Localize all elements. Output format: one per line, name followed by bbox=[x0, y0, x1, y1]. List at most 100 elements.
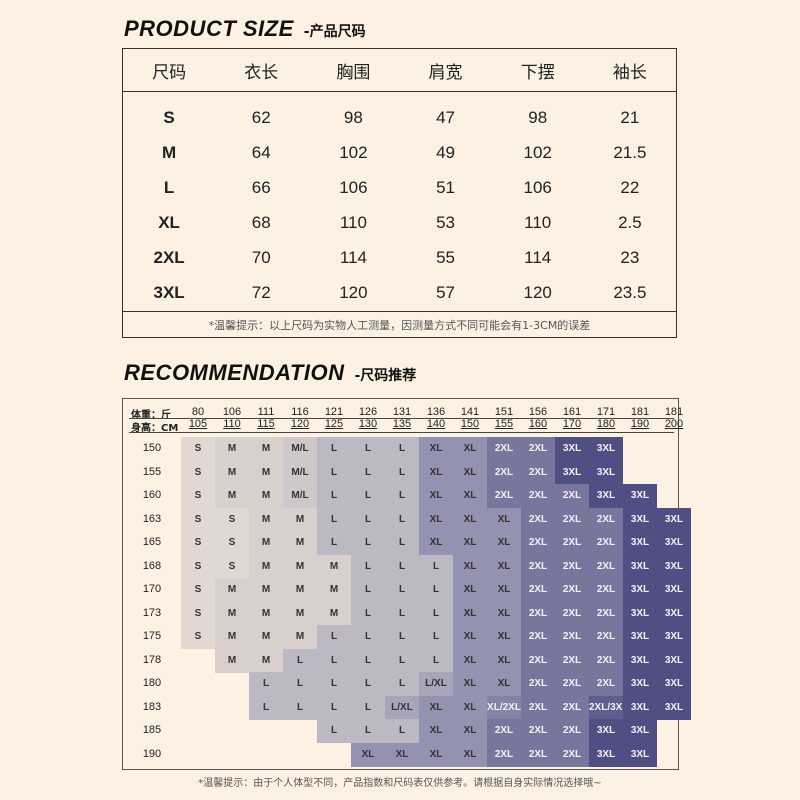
size-recommendation-cell: M bbox=[215, 437, 249, 461]
size-value: 98 bbox=[528, 107, 548, 127]
weight-min: 141 bbox=[460, 406, 480, 418]
size-recommendation-cell: M bbox=[249, 578, 283, 602]
size-recommendation-cell: 2XL bbox=[555, 531, 589, 555]
size-recommendation-cell: L bbox=[317, 648, 351, 673]
size-recommendation-cell: L bbox=[419, 554, 453, 579]
size-recommendation-cell: 2XL bbox=[521, 601, 555, 626]
size-label: S bbox=[163, 107, 175, 127]
weight-min: 136 bbox=[426, 406, 446, 418]
weight-range-header: 151 155 bbox=[487, 406, 521, 430]
size-recommendation-cell: 3XL bbox=[623, 578, 657, 602]
size-recommendation-cell: L bbox=[317, 695, 351, 720]
size-recommendation-cell: 2XL bbox=[521, 719, 555, 743]
size-recommendation-cell: M bbox=[249, 554, 283, 579]
size-recommendation-cell: 2XL bbox=[589, 648, 623, 673]
size-col-header: 尺码 bbox=[123, 49, 216, 92]
size-recommendation-cell: 2XL bbox=[521, 695, 555, 720]
size-recommendation-cell: 2XL bbox=[487, 719, 521, 743]
size-recommendation-cell: 3XL bbox=[657, 578, 691, 602]
weight-range-header: 156 160 bbox=[521, 406, 555, 430]
weight-min: 121 bbox=[324, 406, 344, 418]
size-recommendation-cell: M bbox=[249, 648, 283, 673]
weight-min: 171 bbox=[596, 406, 616, 418]
size-recommendation-cell: L bbox=[385, 578, 419, 602]
size-recommendation-cell: L bbox=[385, 648, 419, 673]
size-value: 23 bbox=[620, 247, 640, 267]
weight-min: 106 bbox=[222, 406, 242, 418]
header-divider bbox=[129, 418, 674, 419]
size-recommendation-cell: XL bbox=[453, 742, 487, 767]
size-recommendation-cell: L bbox=[317, 672, 351, 696]
size-recommendation-cell: L bbox=[283, 648, 317, 673]
size-value: 110 bbox=[339, 212, 367, 232]
size-recommendation-cell: M bbox=[249, 484, 283, 508]
size-row: M 64 102 49 102 21.5 bbox=[123, 135, 676, 170]
height-label-cell: 185 bbox=[142, 724, 162, 736]
size-recommendation-cell: 3XL bbox=[555, 437, 589, 461]
size-recommendation-cell: 3XL bbox=[623, 484, 657, 508]
weight-max: 155 bbox=[494, 418, 514, 430]
size-col-header: 袖长 bbox=[583, 49, 676, 92]
size-recommendation-cell: M bbox=[215, 578, 249, 602]
weight-max: 115 bbox=[257, 418, 275, 430]
height-label-cell: 183 bbox=[142, 700, 162, 713]
size-recommendation-cell: S bbox=[215, 507, 249, 532]
size-recommendation-cell: S bbox=[181, 625, 215, 649]
weight-min: 181 bbox=[664, 406, 684, 418]
size-recommendation-cell: L bbox=[351, 719, 385, 743]
weight-max: 170 bbox=[562, 418, 582, 430]
size-label: XL bbox=[158, 212, 180, 232]
size-recommendation-cell: L bbox=[351, 484, 385, 508]
size-recommendation-cell: 3XL bbox=[623, 554, 657, 579]
size-recommendation-cell: L bbox=[351, 578, 385, 602]
size-recommendation-cell: L bbox=[351, 460, 385, 485]
size-recommendation-cell: 3XL bbox=[623, 742, 657, 767]
size-label: 2XL bbox=[153, 247, 185, 267]
size-recommendation-cell: L/XL bbox=[385, 695, 419, 720]
size-value: 98 bbox=[343, 107, 363, 127]
size-recommendation-cell: S bbox=[181, 437, 215, 461]
size-recommendation-cell: M bbox=[283, 578, 317, 602]
weight-range-header: 181 200 bbox=[657, 406, 691, 430]
size-recommendation-cell: 2XL bbox=[589, 601, 623, 626]
size-recommendation-cell: L bbox=[283, 672, 317, 696]
size-value: 66 bbox=[251, 177, 271, 197]
weight-min: 161 bbox=[562, 406, 582, 418]
size-recommendation-cell: L bbox=[351, 601, 385, 626]
size-recommendation-cell: L bbox=[385, 507, 419, 532]
size-value: 51 bbox=[436, 177, 455, 197]
size-recommendation-cell: 2XL bbox=[521, 578, 555, 602]
size-recommendation-cell: XL bbox=[453, 484, 487, 508]
size-recommendation-cell: 2XL bbox=[521, 554, 555, 579]
size-recommendation-cell: 2XL bbox=[555, 742, 589, 767]
size-recommendation-cell: 2XL bbox=[555, 672, 589, 696]
size-recommendation-cell: XL bbox=[419, 484, 453, 508]
size-recommendation-cell: L bbox=[419, 578, 453, 602]
product-size-title: PRODUCT SIZE bbox=[124, 16, 294, 41]
size-recommendation-cell: L bbox=[249, 672, 283, 696]
size-recommendation-cell: 2XL bbox=[521, 460, 555, 485]
size-recommendation-cell: 2XL bbox=[589, 531, 623, 555]
size-recommendation-cell: 2XL bbox=[487, 742, 521, 767]
size-recommendation-cell: 3XL bbox=[555, 460, 589, 485]
size-row: 3XL 72 120 57 120 23.5 bbox=[123, 275, 676, 310]
size-recommendation-cell: L bbox=[351, 437, 385, 461]
size-recommendation-cell: L bbox=[351, 625, 385, 649]
recommendation-subtitle: -尺码推荐 bbox=[354, 368, 417, 384]
size-recommendation-cell: XL bbox=[419, 531, 453, 555]
size-value: 106 bbox=[523, 177, 552, 197]
size-recommendation-cell: 3XL bbox=[657, 625, 691, 649]
weight-min: 156 bbox=[528, 406, 548, 418]
size-recommendation-cell: 2XL bbox=[487, 437, 521, 461]
size-recommendation-cell: 2XL bbox=[555, 554, 589, 579]
size-recommendation-cell: L bbox=[351, 507, 385, 532]
size-recommendation-cell: L bbox=[317, 507, 351, 532]
size-recommendation-cell: M bbox=[249, 507, 283, 532]
size-col-header: 衣长 bbox=[215, 49, 308, 92]
size-recommendation-cell: M bbox=[283, 554, 317, 579]
size-recommendation-cell: 2XL bbox=[521, 484, 555, 508]
size-recommendation-cell: M bbox=[317, 554, 351, 579]
size-table-header: 尺码 衣长 胸围 肩宽 下摆 袖长 bbox=[123, 49, 676, 92]
weight-range-header: 141 150 bbox=[453, 406, 487, 430]
size-row: S 62 98 47 98 21 bbox=[123, 92, 676, 136]
